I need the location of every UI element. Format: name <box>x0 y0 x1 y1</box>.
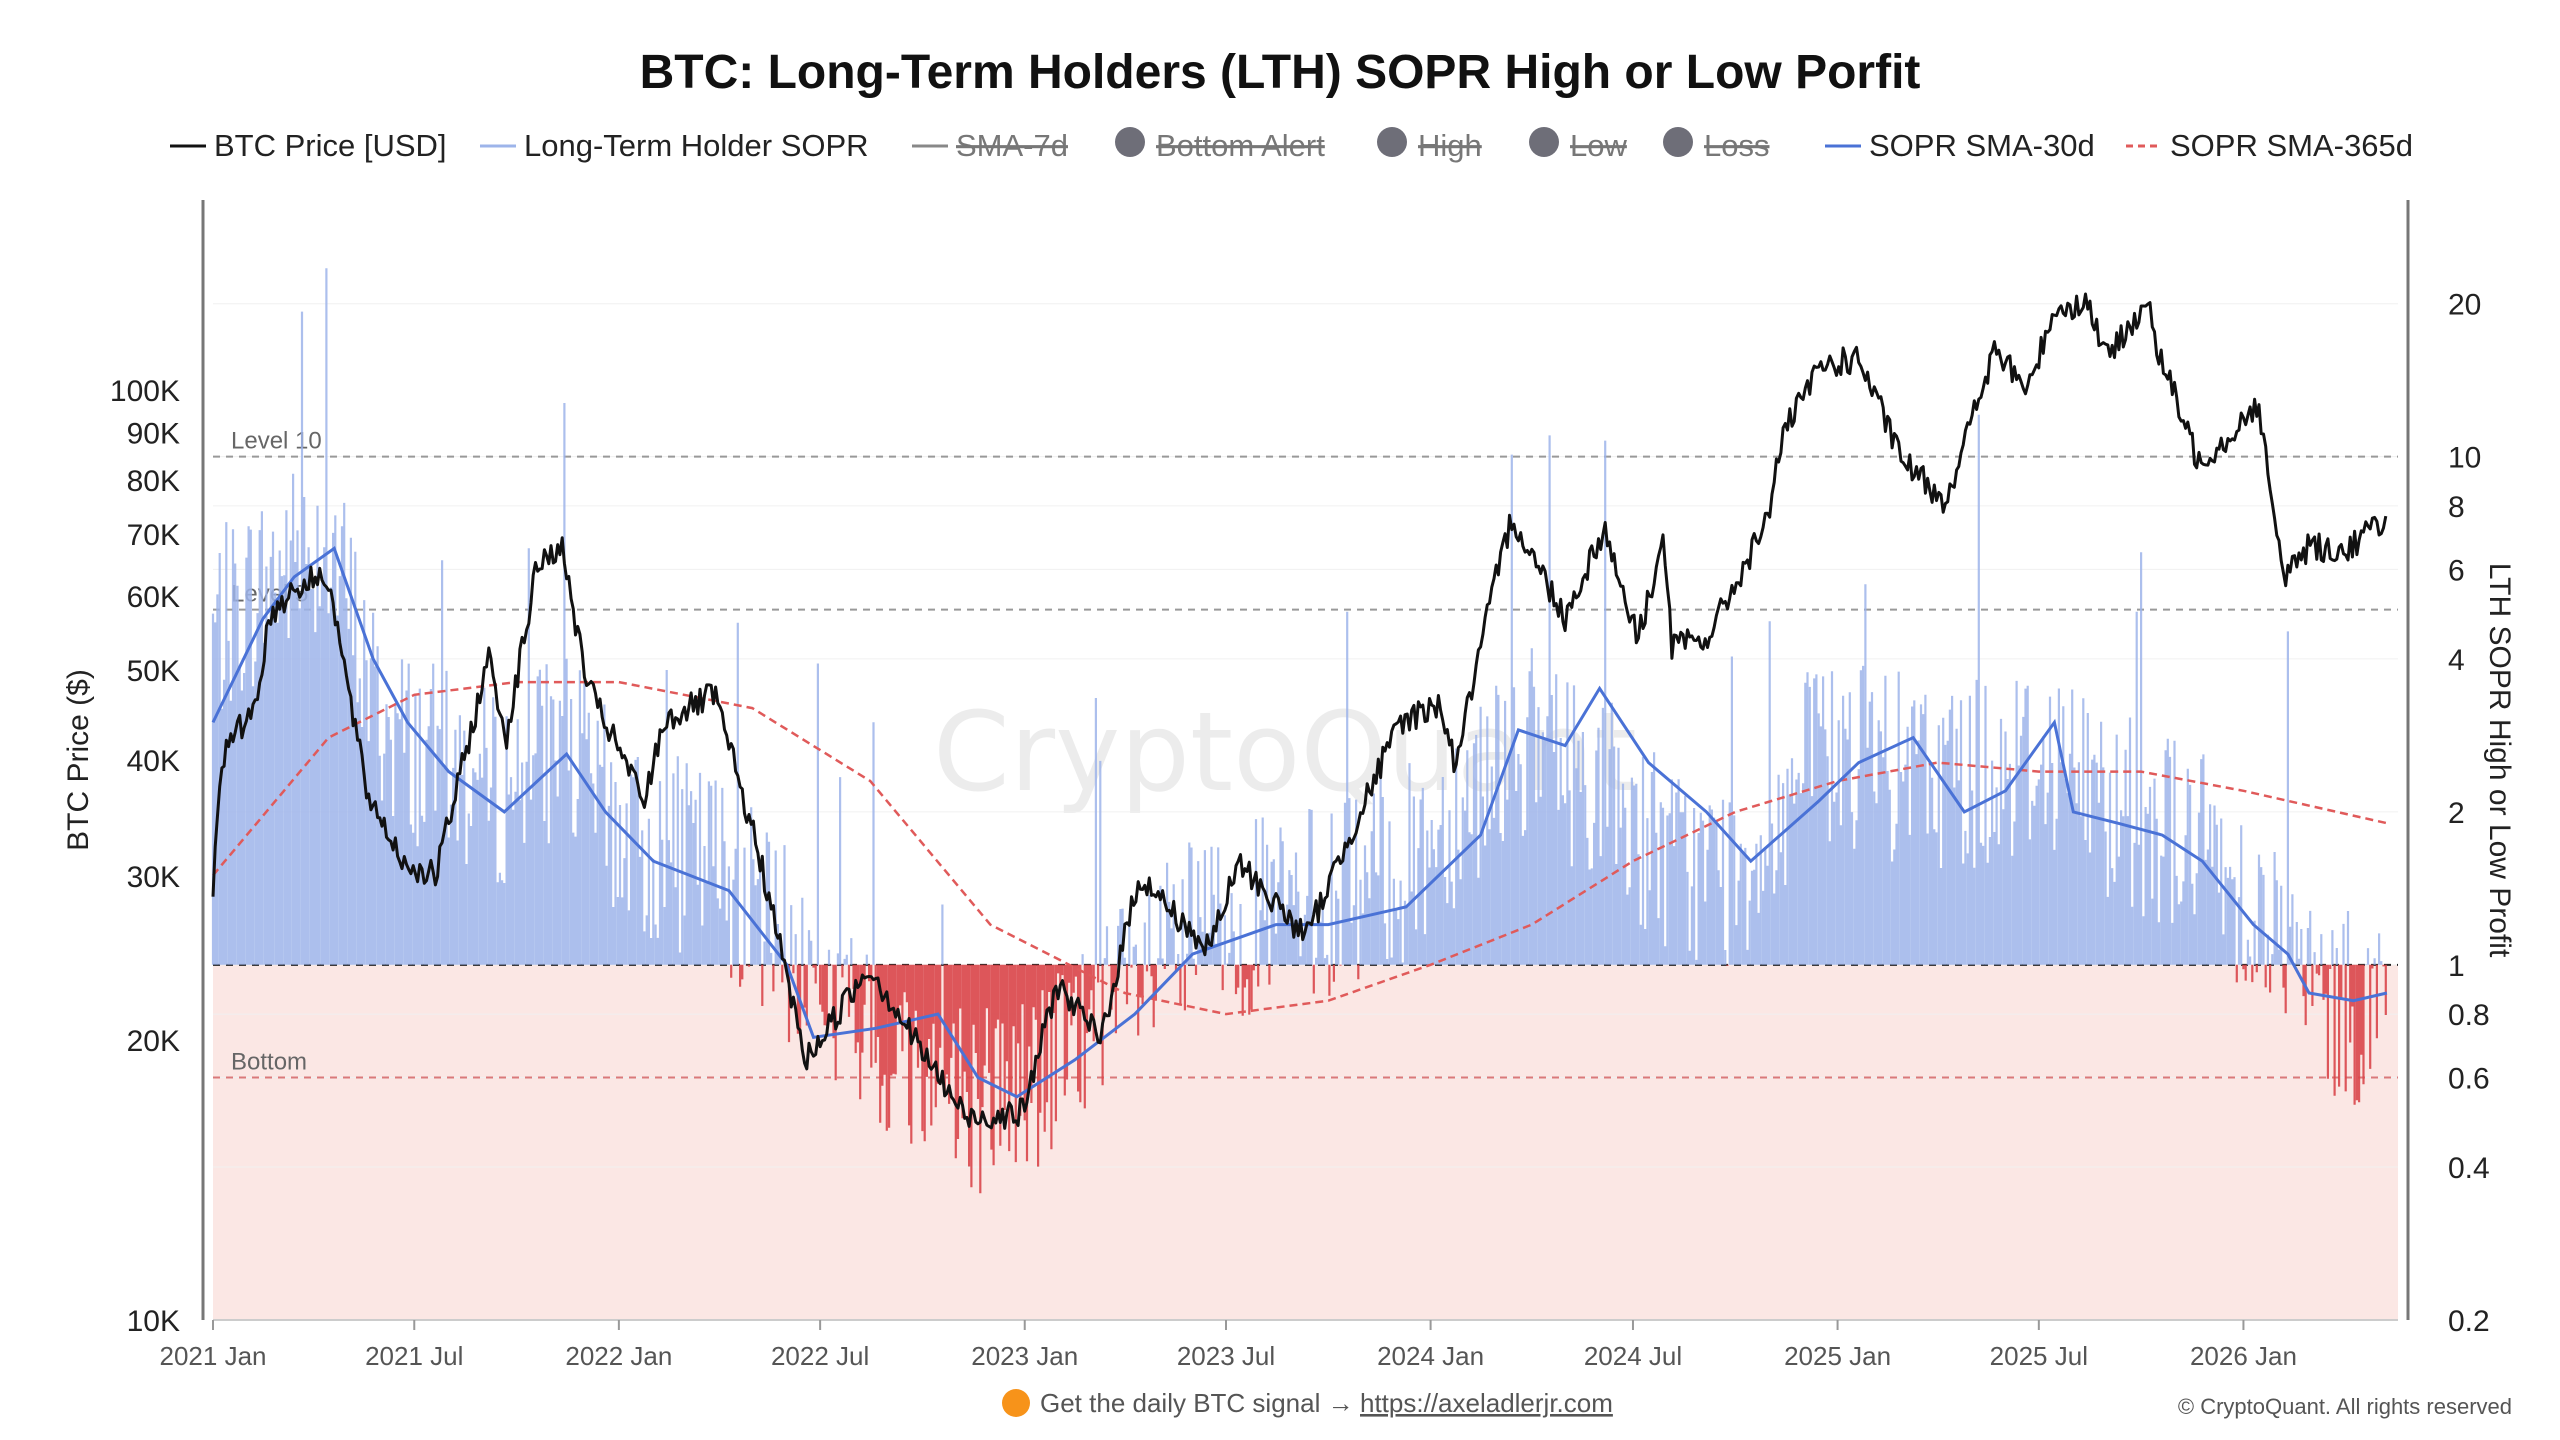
legend-item-long-term-holder-sopr[interactable]: Long-Term Holder SOPR <box>480 128 869 163</box>
legend-label: Loss <box>1704 128 1769 163</box>
x-tick: 2026 Jan <box>2190 1341 2297 1371</box>
reference-line-label: Bottom <box>231 1049 307 1076</box>
legend-label: SMA-7d <box>956 128 1068 163</box>
series-sopr-sma-30d <box>211 546 2388 1099</box>
reference-line-label: Level 10 <box>231 428 322 455</box>
y-tick-left: 90K <box>127 417 180 450</box>
legend-dot-icon <box>1529 127 1559 157</box>
legend-item-high[interactable]: High <box>1377 127 1482 163</box>
footer: Get the daily BTC signal → https://axela… <box>1002 1388 2512 1419</box>
x-tick: 2025 Jan <box>1784 1341 1891 1371</box>
y-tick-left: 10K <box>127 1305 180 1338</box>
signal-link[interactable]: https://axeladlerjr.com <box>1360 1388 1613 1418</box>
y-axis-right-title: LTH SOPR High or Low Profit <box>2483 563 2516 958</box>
y-tick-right: 6 <box>2448 554 2465 587</box>
legend-item-sopr-sma-365d[interactable]: SOPR SMA-365d <box>2126 128 2413 163</box>
chart-title: BTC: Long-Term Holders (LTH) SOPR High o… <box>640 46 1921 99</box>
y-tick-left: 20K <box>127 1025 180 1058</box>
legend-item-sma-7d[interactable]: SMA-7d <box>912 128 1068 163</box>
x-tick: 2021 Jul <box>365 1341 463 1371</box>
x-tick: 2022 Jan <box>565 1341 672 1371</box>
series-btc-price <box>211 292 2388 1130</box>
y-tick-left: 100K <box>110 375 180 408</box>
legend-item-low[interactable]: Low <box>1529 127 1627 163</box>
legend-item-sopr-sma-30d[interactable]: SOPR SMA-30d <box>1825 128 2095 163</box>
y-tick-right: 0.2 <box>2448 1305 2490 1338</box>
legend-dot-icon <box>1663 127 1693 157</box>
series-sopr-sma-365d <box>212 680 2388 1016</box>
x-tick: 2021 Jan <box>160 1341 267 1371</box>
legend-label: SOPR SMA-30d <box>1869 128 2095 163</box>
legend[interactable]: BTC Price [USD] Long-Term Holder SOPR SMA-… <box>170 127 2413 163</box>
y-tick-right: 8 <box>2448 491 2465 524</box>
legend-label: Low <box>1570 128 1627 163</box>
loss-zone <box>213 964 2398 1320</box>
copyright: © CryptoQuant. All rights reserved <box>2178 1394 2512 1419</box>
legend-label: Bottom Alert <box>1156 128 1325 163</box>
y-tick-left: 80K <box>127 465 180 498</box>
y-tick-right: 0.6 <box>2448 1063 2490 1096</box>
legend-label: Long-Term Holder SOPR <box>524 128 869 163</box>
y-tick-left: 70K <box>127 519 180 552</box>
legend-item-btc-price-usd[interactable]: BTC Price [USD] <box>170 128 447 163</box>
y-axis-left-title: BTC Price ($) <box>62 669 95 851</box>
x-tick: 2022 Jul <box>771 1341 869 1371</box>
y-tick-right: 1 <box>2448 950 2465 983</box>
y-tick-right: 0.4 <box>2448 1152 2490 1185</box>
signal-text: Get the daily BTC signal → <box>1040 1388 1354 1418</box>
y-tick-right: 0.8 <box>2448 999 2490 1032</box>
y-tick-left: 30K <box>127 861 180 894</box>
x-tick: 2024 Jan <box>1377 1341 1484 1371</box>
legend-label: BTC Price [USD] <box>214 128 447 163</box>
x-tick: 2023 Jan <box>971 1341 1078 1371</box>
y-tick-right: 4 <box>2448 644 2465 677</box>
y-tick-right: 2 <box>2448 797 2465 830</box>
signal-dot-icon <box>1002 1389 1030 1417</box>
y-tick-left: 60K <box>127 581 180 614</box>
legend-dot-icon <box>1115 127 1145 157</box>
x-tick: 2023 Jul <box>1177 1341 1275 1371</box>
series-lth-sopr-positive <box>211 268 2383 965</box>
x-tick: 2025 Jul <box>1990 1341 2088 1371</box>
legend-label: SOPR SMA-365d <box>2170 128 2413 163</box>
y-tick-left: 50K <box>127 655 180 688</box>
legend-item-loss[interactable]: Loss <box>1663 127 1769 163</box>
x-tick: 2024 Jul <box>1584 1341 1682 1371</box>
legend-dot-icon <box>1377 127 1407 157</box>
legend-label: High <box>1418 128 1482 163</box>
y-tick-left: 40K <box>127 745 180 778</box>
legend-item-bottom-alert[interactable]: Bottom Alert <box>1115 127 1325 163</box>
y-tick-right: 10 <box>2448 442 2481 475</box>
y-tick-right: 20 <box>2448 289 2481 322</box>
